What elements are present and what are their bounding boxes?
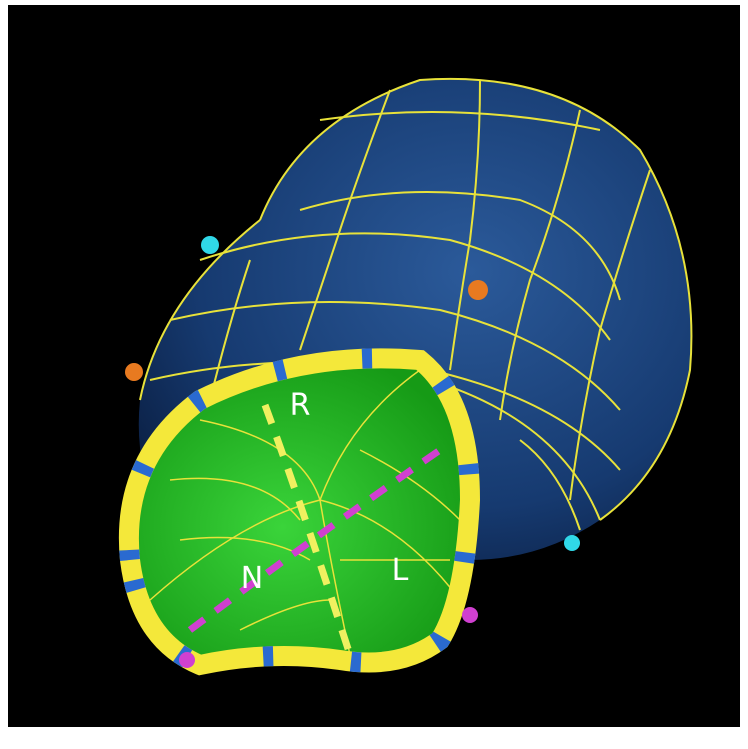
leaflet-lines	[149, 369, 461, 656]
marker-dot	[179, 652, 195, 668]
dashed-axis-magenta	[187, 447, 442, 633]
marker-dot	[468, 280, 488, 300]
leaflet-label: L	[392, 553, 409, 588]
annulus-ring	[118, 348, 481, 676]
marker-dot	[201, 236, 219, 254]
leaflet-label: N	[241, 561, 263, 596]
marker-dot	[564, 535, 580, 551]
dashed-axis-yellow	[261, 403, 354, 657]
marker-dot	[462, 607, 478, 623]
leaflet-label: R	[290, 388, 311, 423]
marker-dot	[125, 363, 143, 381]
